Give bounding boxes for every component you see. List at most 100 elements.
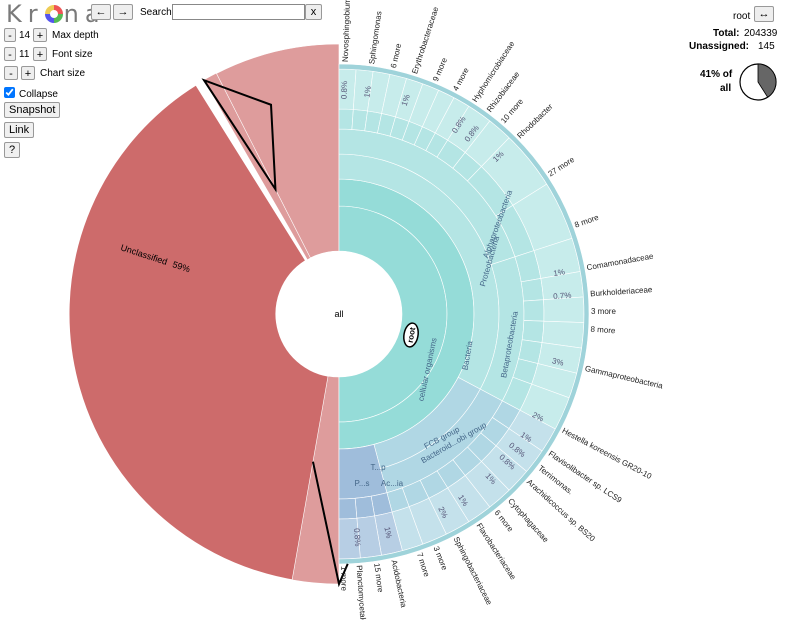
segment-outer[interactable] [374, 511, 403, 556]
segment-cellular-organisms[interactable] [338, 205, 448, 423]
segment-outer[interactable] [501, 376, 533, 411]
segment-outer[interactable] [512, 358, 539, 385]
segment-outer[interactable] [364, 110, 382, 134]
segment-outer[interactable] [395, 78, 424, 122]
segment-outer[interactable] [421, 89, 455, 134]
segment-outer[interactable] [386, 487, 410, 513]
segment-outer[interactable] [338, 497, 358, 520]
segment-outer[interactable] [389, 116, 410, 141]
segment-outer[interactable] [377, 113, 396, 137]
back-button[interactable]: ← [91, 4, 111, 20]
segment-outer[interactable] [338, 68, 357, 110]
segment-outer[interactable] [520, 278, 544, 302]
segment-outer[interactable] [413, 126, 436, 152]
segment-proteobacteria[interactable] [338, 153, 500, 390]
font-size-increase[interactable]: + [33, 47, 47, 61]
segment-outer[interactable] [391, 506, 424, 552]
segment-outer[interactable] [381, 73, 407, 118]
segment-outer[interactable] [351, 109, 368, 132]
root-node-label[interactable]: root [402, 322, 420, 348]
segment-outer[interactable] [338, 108, 354, 130]
segment-outer[interactable] [540, 271, 584, 301]
segment-edge[interactable] [338, 63, 590, 565]
segment-outer[interactable] [367, 71, 391, 114]
segment-outer[interactable] [531, 363, 578, 399]
segment-outer[interactable] [467, 166, 514, 217]
segment-outer[interactable] [543, 296, 585, 323]
segment-outer[interactable] [508, 409, 556, 452]
max-depth-increase[interactable]: + [33, 28, 47, 42]
segment-outer[interactable] [521, 320, 545, 343]
segment-outer[interactable] [514, 250, 542, 283]
segment-outer[interactable] [452, 446, 482, 476]
segment-outer[interactable] [447, 105, 491, 153]
outer-label: Terrimonas. [536, 464, 574, 497]
expand-button[interactable]: ↔ [754, 6, 774, 22]
center-circle[interactable] [276, 251, 402, 377]
chart-size-decrease[interactable]: - [4, 66, 18, 80]
segment-outer[interactable] [401, 479, 430, 508]
segment-outer[interactable] [370, 492, 393, 517]
segment-outer[interactable] [537, 342, 582, 374]
link-button[interactable]: Link [4, 122, 35, 138]
outer-label: 8 more [590, 325, 616, 336]
segment-betaproteobacteria[interactable] [479, 256, 525, 402]
classified-rings[interactable] [216, 43, 590, 585]
segment-outer[interactable] [495, 204, 535, 258]
segment-outer[interactable] [523, 299, 545, 322]
snapshot-button[interactable]: Snapshot [4, 102, 61, 118]
help-button[interactable]: ? [4, 142, 21, 158]
segment-outer[interactable] [533, 237, 581, 279]
segment-outer[interactable] [464, 461, 510, 508]
segment-outer[interactable] [495, 428, 543, 472]
segment-outer[interactable] [408, 497, 447, 545]
forward-button[interactable]: → [113, 4, 133, 20]
segment-outer[interactable] [452, 152, 482, 182]
segment-unclassified-light[interactable] [291, 375, 340, 585]
segment-outer[interactable] [519, 383, 570, 430]
segment-outer[interactable] [425, 132, 449, 158]
segment-bacteroid-group[interactable] [380, 388, 503, 494]
segment-outer[interactable] [467, 432, 497, 462]
collapse-checkbox[interactable] [4, 87, 15, 98]
segment-outer[interactable] [512, 183, 573, 252]
segment-outer[interactable] [480, 417, 510, 447]
segment-outer[interactable] [491, 400, 521, 430]
font-size-decrease[interactable]: - [4, 47, 16, 61]
segment-outer[interactable] [354, 495, 375, 519]
max-depth-decrease[interactable]: - [4, 28, 16, 42]
segment-outer[interactable] [447, 475, 491, 523]
segment-outer[interactable] [428, 487, 470, 535]
segment-outer[interactable] [401, 120, 423, 146]
segment-outer[interactable] [408, 83, 440, 128]
search-input[interactable] [172, 4, 305, 20]
segment-outer[interactable] [480, 445, 528, 491]
outer-label: Erythrobacteraceae [410, 5, 440, 75]
segment-outer[interactable] [352, 69, 374, 112]
segment-outer[interactable] [518, 339, 543, 364]
segment-outer[interactable] [541, 320, 585, 349]
segment-alphaproteobacteria[interactable] [338, 128, 516, 265]
chart-size-increase[interactable]: + [21, 66, 35, 80]
label-betaproteobacteria: Betaproteobacteria [499, 310, 520, 379]
segment-outer[interactable] [436, 139, 466, 169]
segment-outer[interactable] [338, 517, 361, 560]
segment-outer[interactable] [434, 97, 470, 141]
segment-unclassified[interactable] [68, 84, 340, 585]
outer-label: Sphingomonas [367, 11, 383, 65]
segment-bacteria[interactable] [338, 178, 475, 450]
outer-label: Sphingobacteriaceae [452, 535, 494, 607]
segment-outer[interactable] [464, 120, 510, 167]
segment-acidobacteria[interactable] [338, 444, 388, 500]
segment-outer[interactable] [436, 459, 466, 489]
segment-outer[interactable] [480, 137, 548, 206]
segment-outer[interactable] [356, 515, 382, 559]
segment-outer[interactable] [419, 470, 449, 499]
selected-node-label: root [733, 11, 751, 22]
segment-unclassified-light[interactable] [216, 43, 340, 259]
segment-unclassified-sliver[interactable] [204, 73, 311, 260]
search-clear-button[interactable]: x [305, 4, 322, 20]
segment-fcb-group[interactable] [373, 376, 481, 469]
segment-unclassified-sliver[interactable] [292, 376, 339, 584]
